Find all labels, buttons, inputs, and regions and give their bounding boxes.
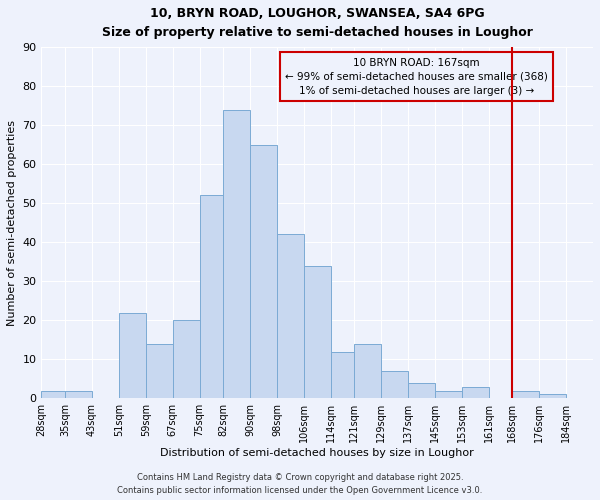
Bar	[146, 344, 173, 398]
Bar	[223, 110, 250, 399]
Bar	[250, 144, 277, 398]
Bar	[462, 386, 489, 398]
Title: 10, BRYN ROAD, LOUGHOR, SWANSEA, SA4 6PG
Size of property relative to semi-detac: 10, BRYN ROAD, LOUGHOR, SWANSEA, SA4 6PG…	[102, 7, 533, 39]
Bar	[381, 371, 408, 398]
Bar	[119, 312, 146, 398]
Bar	[512, 390, 539, 398]
Bar	[200, 196, 223, 398]
Text: Contains HM Land Registry data © Crown copyright and database right 2025.
Contai: Contains HM Land Registry data © Crown c…	[118, 474, 482, 495]
X-axis label: Distribution of semi-detached houses by size in Loughor: Distribution of semi-detached houses by …	[160, 448, 474, 458]
Y-axis label: Number of semi-detached properties: Number of semi-detached properties	[7, 120, 17, 326]
Bar	[173, 320, 200, 398]
Bar	[435, 390, 462, 398]
Text: 10 BRYN ROAD: 167sqm
← 99% of semi-detached houses are smaller (368)
1% of semi-: 10 BRYN ROAD: 167sqm ← 99% of semi-detac…	[285, 58, 548, 96]
Bar	[65, 390, 92, 398]
Bar	[408, 383, 435, 398]
Bar	[304, 266, 331, 398]
Bar	[539, 394, 566, 398]
Bar	[277, 234, 304, 398]
Bar	[354, 344, 381, 398]
Bar	[41, 390, 65, 398]
Bar	[331, 352, 354, 399]
